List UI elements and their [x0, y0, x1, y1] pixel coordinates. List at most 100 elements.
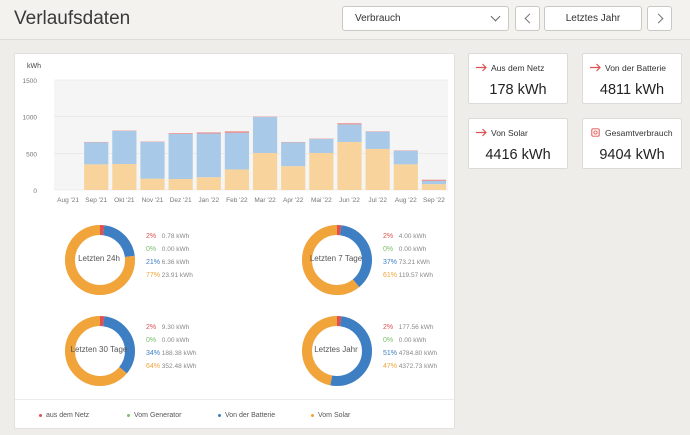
stat-value: 0.00 kWh — [397, 246, 427, 253]
donut-stat-row: 47% 4372.73 kWh — [383, 363, 437, 370]
donut-stat-row: 2% 177.56 kWh — [383, 324, 434, 331]
arrow-right-icon — [476, 63, 487, 72]
legend-label: Vom Generator — [134, 412, 182, 419]
bar-segment[interactable] — [337, 124, 362, 142]
donut-chart — [65, 316, 135, 386]
donut-stat-row: 21% 6.36 kWh — [146, 259, 189, 266]
bar-segment[interactable] — [140, 141, 165, 179]
bar-segment[interactable] — [393, 164, 418, 190]
x-tick-label: Aug '22 — [395, 197, 417, 204]
consumption-icon — [591, 128, 600, 137]
stat-percent: 2% — [146, 233, 157, 240]
stat-value: 4372.73 kWh — [397, 363, 438, 370]
bar-segment[interactable] — [421, 179, 447, 181]
bar-segment[interactable] — [393, 150, 418, 165]
next-period-button[interactable] — [647, 6, 672, 31]
bar-segment[interactable] — [84, 164, 109, 190]
arrow-right-icon — [476, 128, 487, 137]
bar-segment[interactable] — [84, 142, 109, 165]
x-tick-label: Jun '22 — [339, 197, 360, 204]
bar-segment[interactable] — [309, 152, 334, 190]
bar-segment[interactable] — [365, 148, 390, 190]
stat-percent: 47% — [383, 363, 398, 370]
y-tick-label: 1500 — [23, 78, 38, 85]
bar-segment[interactable] — [281, 166, 306, 190]
bar-segment[interactable] — [252, 117, 278, 153]
bar-segment[interactable] — [168, 133, 193, 179]
y-tick-label: 0 — [33, 188, 37, 195]
stat-value: 119.57 kWh — [397, 272, 434, 279]
legend-item-generator[interactable]: Vom Generator — [127, 412, 181, 419]
tile-aus-dem-netz: Aus dem Netz 178 kWh — [468, 53, 568, 104]
chevron-right-icon — [653, 13, 664, 24]
donut-stat-row: 2% 4.00 kWh — [383, 233, 426, 240]
stat-percent: 2% — [146, 324, 157, 331]
bar-segment[interactable] — [224, 169, 250, 190]
donut-chart — [65, 225, 135, 295]
bar-segment[interactable] — [196, 133, 221, 178]
bar-segment[interactable] — [421, 184, 447, 190]
monthly-bar-chart: 0 500 1000 1500 Aug '21 Sep '21 Okt '21 Nov '2… — [23, 63, 448, 204]
stat-value: 73.21 kWh — [397, 259, 430, 266]
legend-dot — [39, 413, 42, 417]
x-tick-label: Feb '22 — [226, 197, 248, 204]
donut-label: Letztes Jahr — [314, 345, 358, 354]
bar-segment[interactable] — [168, 133, 193, 134]
donut-slice[interactable] — [302, 225, 372, 295]
bar-segment[interactable] — [224, 131, 250, 133]
period-button[interactable]: Letztes Jahr — [544, 6, 642, 31]
donut-stat-row: 0% 0.00 kWh — [383, 246, 426, 253]
donut-charts — [65, 225, 372, 386]
tile-von-solar: Von Solar 4416 kWh — [468, 118, 568, 169]
x-tick-label: Nov '21 — [142, 197, 164, 204]
bar-segment[interactable] — [309, 139, 334, 153]
metric-select[interactable]: Verbrauch — [342, 6, 509, 31]
legend-item-solar[interactable]: Vom Solar — [311, 412, 350, 419]
stat-value: 23.91 kWh — [160, 272, 193, 279]
bar-segment[interactable] — [224, 132, 250, 170]
previous-period-button[interactable] — [515, 6, 540, 31]
x-tick-label: Sep '22 — [423, 197, 445, 204]
stat-value: 0.78 kWh — [160, 233, 190, 240]
stat-percent: 61% — [383, 272, 398, 279]
donut-slice[interactable] — [65, 316, 135, 386]
donut-slice[interactable] — [65, 225, 135, 295]
legend-item-batterie[interactable]: Von der Batterie — [218, 412, 275, 419]
bar-segment[interactable] — [421, 180, 447, 185]
bar-segment[interactable] — [168, 179, 193, 190]
legend-dot — [311, 413, 314, 417]
donut-stat-row: 2% 0.78 kWh — [146, 233, 189, 240]
stat-percent: 0% — [383, 337, 394, 344]
donut-slice[interactable] — [65, 316, 135, 386]
stat-value: 4.00 kWh — [397, 233, 427, 240]
donut-stat-row: 0% 0.00 kWh — [146, 337, 189, 344]
donut-slice[interactable] — [302, 225, 372, 295]
donut-slice[interactable] — [302, 316, 372, 386]
chevron-left-icon — [524, 13, 535, 24]
tile-von-der-batterie: Von der Batterie 4811 kWh — [582, 53, 682, 104]
x-tick-label: Jul '22 — [368, 197, 387, 204]
x-tick-label: Okt '21 — [114, 197, 135, 204]
bar-segment[interactable] — [365, 131, 390, 149]
donut-chart — [302, 316, 372, 386]
tile-label: Aus dem Netz — [491, 63, 545, 73]
bar-segment[interactable] — [140, 178, 165, 190]
stat-value: 4784.80 kWh — [397, 350, 438, 357]
bar-segment[interactable] — [337, 123, 362, 125]
chevron-down-icon — [490, 11, 501, 22]
bar-segment[interactable] — [196, 177, 221, 190]
stat-percent: 64% — [146, 363, 161, 370]
bar-segment[interactable] — [112, 163, 137, 190]
chart-legend: aus dem Netz Vom Generator Von der Batte… — [15, 399, 454, 429]
bar-segment[interactable] — [252, 152, 278, 190]
bar-segment[interactable] — [196, 132, 221, 134]
legend-label: Von der Batterie — [225, 412, 276, 419]
bar-segment[interactable] — [112, 130, 137, 164]
donut-stat-row: 51% 4784.80 kWh — [383, 350, 437, 357]
bar-segment[interactable] — [281, 142, 306, 167]
donut-slice[interactable] — [302, 316, 372, 386]
bar-segment[interactable] — [337, 141, 362, 190]
legend-dot — [127, 413, 130, 417]
x-tick-label: Apr '22 — [283, 197, 304, 204]
legend-item-netz[interactable]: aus dem Netz — [39, 412, 89, 419]
